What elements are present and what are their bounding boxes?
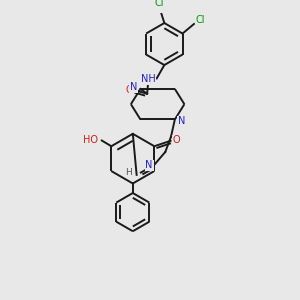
Text: O: O xyxy=(125,85,133,95)
Text: Cl: Cl xyxy=(196,15,206,25)
Text: Cl: Cl xyxy=(155,0,164,8)
Text: N: N xyxy=(146,160,153,170)
Text: N: N xyxy=(130,82,137,92)
Text: O: O xyxy=(172,136,180,146)
Text: HO: HO xyxy=(83,136,98,146)
Text: NH: NH xyxy=(141,74,155,84)
Text: H: H xyxy=(126,167,132,176)
Text: N: N xyxy=(178,116,185,126)
